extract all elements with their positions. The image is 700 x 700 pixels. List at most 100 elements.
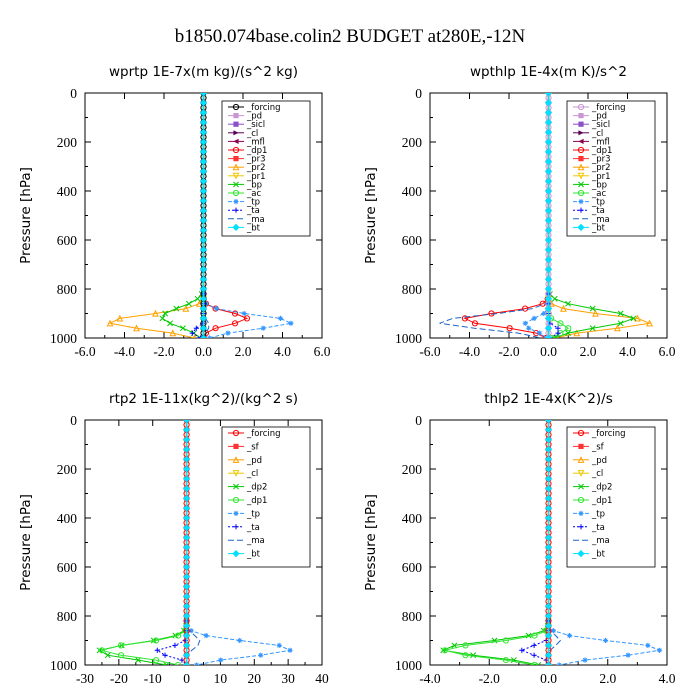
series-point-dp1 (506, 325, 513, 332)
legend-entry: _pr1 (246, 172, 266, 182)
series-point-bp (630, 315, 637, 322)
series-point-tp (541, 310, 547, 317)
series-point-tp (225, 330, 231, 336)
legend-swatch-marker (232, 496, 240, 504)
legend-entry: _bp (591, 180, 607, 190)
legend-swatch-marker (578, 138, 584, 144)
series-point-bt (544, 514, 553, 522)
series-point-bt (199, 246, 208, 254)
series-point-dp1 (502, 637, 509, 644)
legend-entry: _ta (591, 206, 605, 216)
y-axis-label: Pressure [hPa] (18, 494, 34, 591)
series-point-pr2 (106, 319, 114, 327)
series-point-tp (566, 633, 573, 639)
legend-swatch-marker (577, 550, 585, 558)
series-point-bt (199, 158, 208, 166)
panel-4: thlp2 1E-4x(K^2)/s Pressure [hPa] -4.0 -2.0… (363, 391, 676, 686)
series-point-dp1 (441, 647, 448, 654)
series-point-tp (276, 642, 282, 648)
y-tick-label: 0 (415, 86, 422, 101)
y-axis-label: Pressure [hPa] (18, 167, 34, 264)
series-point-bt (544, 226, 553, 234)
legend-entry: _pr3 (591, 155, 611, 165)
legend-swatch-marker (233, 138, 239, 144)
series-point-tp (656, 647, 663, 653)
series-line-dp2 (98, 420, 188, 665)
series-point-bt (544, 455, 553, 463)
legend-entry: _cl (591, 469, 603, 479)
series-point-bt (182, 553, 191, 561)
y-tick-label: 400 (402, 184, 423, 199)
legend-entry: _cl (246, 469, 258, 479)
series-point-bt (199, 109, 208, 117)
x-tick-label: -6.0 (419, 344, 441, 359)
y-tick-label: 400 (57, 511, 78, 526)
series-point-bt (199, 99, 208, 107)
x-tick-label: 4.0 (659, 671, 676, 686)
series-point-bt (544, 475, 553, 483)
legend-swatch-marker (578, 524, 584, 530)
series-point-tp (645, 642, 651, 648)
series-point-ta (531, 642, 537, 648)
series-line-ma (439, 93, 549, 338)
y-tick-label: 1000 (395, 331, 422, 346)
series-point-tp (260, 325, 266, 331)
series-point-bt (182, 583, 191, 591)
x-tick-label: 0 (183, 671, 190, 686)
series-point-bt (544, 602, 553, 610)
series-point-bt (182, 494, 191, 502)
series-point-dp1 (502, 657, 509, 664)
series-point-bt (182, 436, 191, 444)
series-point-bt (544, 632, 553, 640)
series-point-pr2 (573, 329, 581, 337)
series-point-tp (241, 310, 247, 317)
series-point-ta (197, 335, 204, 338)
series-point-pr2 (182, 304, 190, 312)
legend-swatch-marker (233, 156, 239, 162)
series-point-tp (206, 335, 213, 338)
series-point-dp1 (531, 632, 538, 639)
panel-title: wprtp 1E-7x(m kg)/(s^2 kg) (109, 64, 298, 80)
series-point-tp (602, 637, 609, 644)
series-point-bt (199, 324, 208, 332)
legend-entry: _mfl (591, 137, 610, 147)
series-point-tp (526, 325, 532, 331)
series-point-bt (199, 187, 208, 195)
legend-entry: _forcing (591, 429, 626, 439)
y-tick-label: 800 (57, 609, 78, 624)
legend-swatch-marker (577, 470, 585, 477)
series-point-dp1 (212, 325, 219, 332)
legend-swatch-marker (578, 181, 584, 188)
series-point-dp1 (462, 652, 469, 659)
series-point-ta (519, 647, 525, 653)
series-point-bp (617, 320, 624, 327)
x-tick-label: 2.0 (580, 344, 597, 359)
series-point-bp (179, 325, 186, 332)
series-group (106, 93, 294, 338)
series-line-dp1 (463, 93, 549, 338)
series-point-bp (551, 295, 558, 302)
y-tick-label: 0 (70, 86, 77, 101)
y-tick-label: 200 (57, 462, 78, 477)
series-line-dp2 (441, 420, 549, 665)
y-tick-label: 0 (70, 413, 77, 428)
series-point-bt (182, 534, 191, 542)
series-point-bt (544, 187, 553, 195)
series-point-bt (544, 207, 553, 215)
legend-swatch-marker (233, 483, 239, 490)
series-point-dp1 (174, 632, 182, 639)
legend-entry: _sicl (246, 120, 265, 130)
series-point-bp (159, 315, 166, 322)
series-point-dp1 (98, 647, 106, 654)
y-tick-label: 1000 (395, 658, 422, 673)
legend-swatch-marker (577, 496, 585, 504)
legend-swatch-marker (233, 443, 239, 449)
series-point-bt (199, 197, 208, 205)
series-point-bt (544, 285, 553, 293)
x-tick-label: -4.0 (114, 344, 136, 359)
series-point-bt (182, 622, 191, 630)
series-point-bt (544, 158, 553, 166)
panel-1: wprtp 1E-7x(m kg)/(s^2 kg) Pressure [hPa]… (18, 64, 331, 359)
legend-swatch-marker (232, 146, 240, 154)
